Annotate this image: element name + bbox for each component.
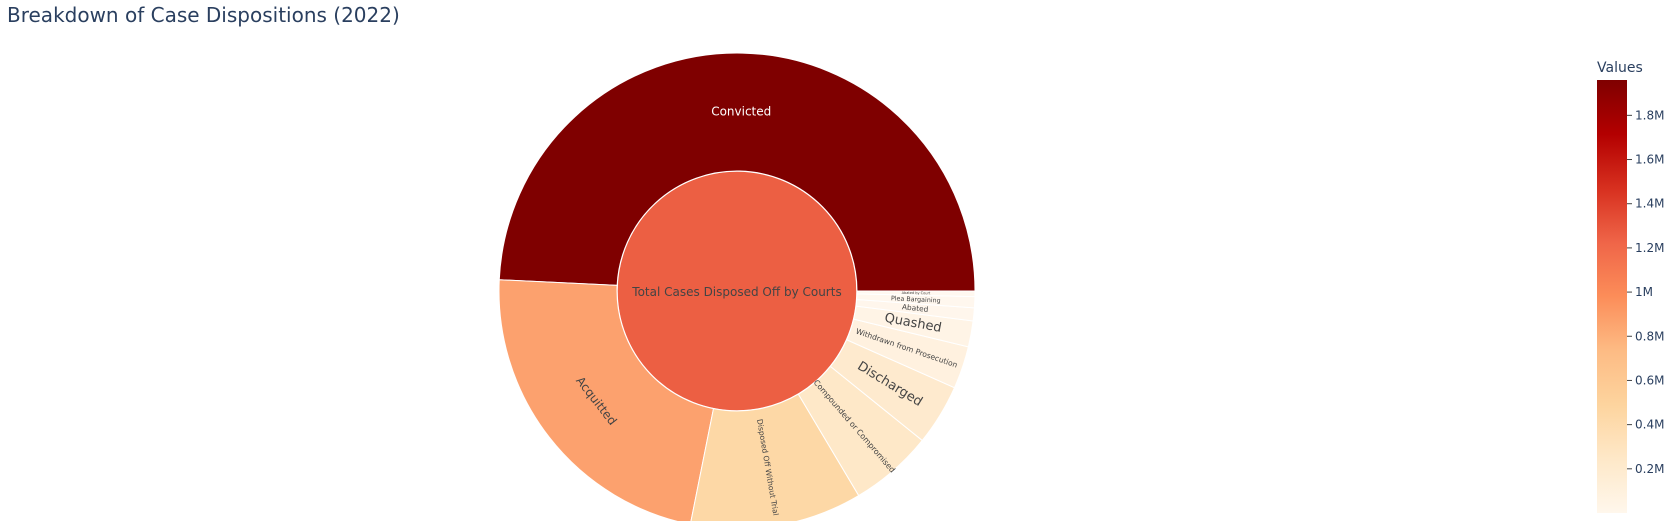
sunburst-root-label: Total Cases Disposed Off by Courts	[631, 285, 841, 299]
colorbar-tick-label: 0.8M	[1635, 329, 1664, 343]
colorbar-title: Values	[1597, 60, 1643, 76]
sunburst-segment-acquitted[interactable]	[498, 279, 715, 521]
sunburst-label-abated: Abated	[902, 302, 930, 314]
chart-title: Breakdown of Case Dispositions (2022)	[7, 3, 400, 27]
colorbar-tick-label: 0.4M	[1635, 418, 1664, 432]
sunburst-segment-convicted[interactable]	[498, 52, 976, 292]
sunburst-label-plea-bargaining: Plea Bargaining	[891, 295, 941, 304]
colorbar-tick-label: 0.2M	[1635, 462, 1664, 476]
sunburst-segment-abated-by-court[interactable]	[856, 290, 976, 298]
colorbar: Values 0.2M 0.4M 0.6M 0.8M 1M 1.2M 1.4M 1.6M 1.8…	[1597, 60, 1664, 513]
colorbar-tick-label: 1M	[1635, 285, 1653, 299]
sunburst-label-abated-by-court: Abated by Court	[902, 291, 931, 295]
colorbar-tick-label: 0.6M	[1635, 373, 1664, 387]
colorbar-tick-label: 1.8M	[1635, 108, 1664, 122]
colorbar-tick-label: 1.2M	[1635, 241, 1664, 255]
sunburst-label-convicted: Convicted	[711, 105, 771, 119]
sunburst-group: Total Cases Disposed Off by Courts Convic…	[498, 52, 976, 521]
colorbar-tick-label: 1.4M	[1635, 197, 1664, 211]
colorbar-gradient	[1597, 80, 1627, 513]
colorbar-ticks: 0.2M 0.4M 0.6M 0.8M 1M 1.2M 1.4M 1.6M 1.8M	[1627, 108, 1664, 476]
colorbar-tick-label: 1.6M	[1635, 153, 1664, 167]
